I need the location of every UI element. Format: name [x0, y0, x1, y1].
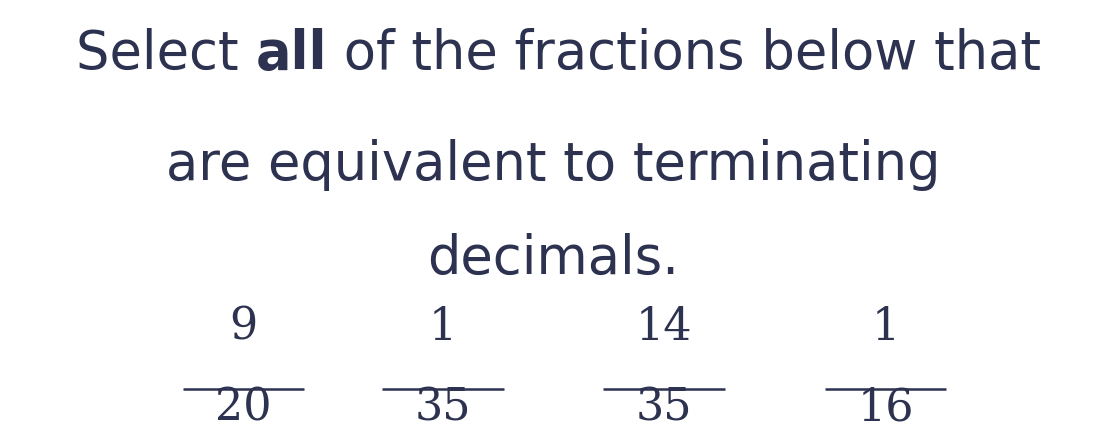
Text: Select all of the fractions below that: Select all of the fractions below that — [76, 28, 1031, 80]
Text: 1: 1 — [428, 305, 457, 349]
Text: of the fractions below that: of the fractions below that — [327, 28, 1041, 80]
Text: decimals.: decimals. — [427, 233, 680, 285]
Text: 20: 20 — [215, 386, 272, 429]
Text: 14: 14 — [635, 305, 693, 349]
Text: all: all — [256, 28, 327, 80]
Text: Select: Select — [76, 28, 256, 80]
Text: Select: Select — [0, 28, 179, 80]
Text: all: all — [0, 28, 72, 80]
Text: are equivalent to terminating: are equivalent to terminating — [166, 139, 941, 191]
Text: 9: 9 — [229, 305, 258, 349]
Text: 16: 16 — [857, 386, 914, 429]
Text: 1: 1 — [871, 305, 900, 349]
Text: 35: 35 — [414, 386, 472, 429]
Text: 35: 35 — [635, 386, 693, 429]
